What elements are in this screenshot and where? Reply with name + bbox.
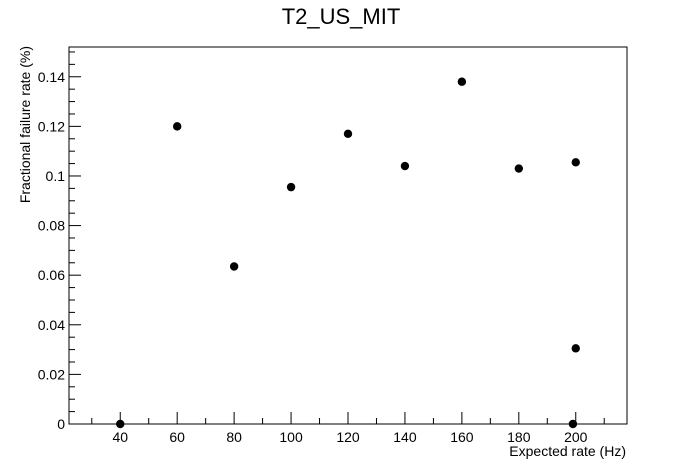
y-tick-label: 0.14 bbox=[38, 69, 65, 85]
plot-frame bbox=[68, 46, 628, 425]
x-axis-ticks bbox=[91, 412, 605, 424]
data-point bbox=[400, 161, 410, 171]
chart-title: T2_US_MIT bbox=[282, 4, 401, 29]
x-tick-label: 60 bbox=[169, 429, 185, 445]
y-tick-label: 0.1 bbox=[46, 168, 66, 184]
x-tick-label: 80 bbox=[226, 429, 242, 445]
y-tick-label: 0.06 bbox=[38, 267, 65, 283]
data-point bbox=[229, 262, 239, 271]
data-point bbox=[514, 164, 524, 173]
y-axis-tick-labels: 0 0.02 0.04 0.06 0.08 0.1 0.12 0.14 bbox=[38, 69, 65, 432]
y-tick-label: 0.02 bbox=[38, 366, 65, 382]
x-tick-label: 140 bbox=[393, 429, 417, 445]
data-point bbox=[571, 158, 580, 167]
data-point bbox=[343, 129, 353, 139]
x-axis-label: Expected rate (Hz) bbox=[509, 443, 626, 459]
y-tick-label: 0.04 bbox=[38, 317, 65, 333]
x-tick-label: 180 bbox=[507, 429, 531, 445]
x-tick-label: 100 bbox=[279, 429, 303, 445]
data-point bbox=[172, 122, 182, 131]
x-axis-tick-labels: 40 60 80 100 120 140 160 180 200 bbox=[112, 429, 587, 445]
y-tick-label: 0.08 bbox=[38, 218, 65, 234]
data-point bbox=[457, 77, 467, 86]
data-point bbox=[286, 182, 296, 192]
data-point bbox=[571, 344, 580, 353]
x-tick-label: 160 bbox=[450, 429, 474, 445]
y-axis-ticks bbox=[69, 51, 81, 425]
data-points bbox=[116, 77, 580, 429]
y-tick-label: 0 bbox=[57, 416, 65, 432]
y-axis-label: Fractional failure rate (%) bbox=[17, 46, 33, 203]
x-tick-label: 200 bbox=[564, 429, 588, 445]
data-point bbox=[568, 419, 578, 429]
x-tick-label: 120 bbox=[336, 429, 360, 445]
x-tick-label: 40 bbox=[112, 429, 128, 445]
data-point bbox=[116, 419, 125, 429]
y-tick-label: 0.12 bbox=[38, 118, 65, 134]
